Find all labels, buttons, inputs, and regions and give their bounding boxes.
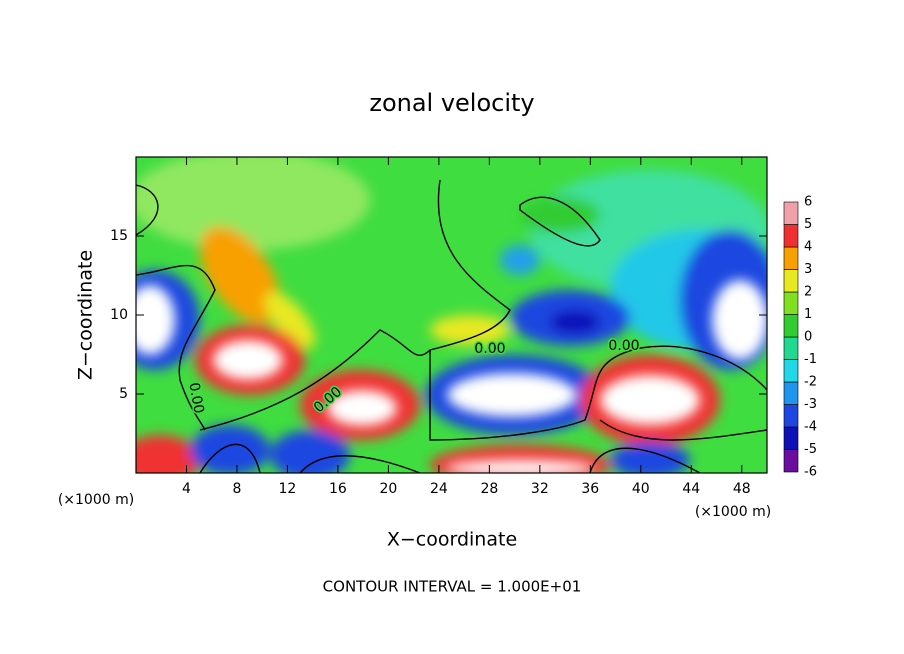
contour-label: 0.00	[608, 338, 639, 354]
colorbar-swatch	[783, 246, 799, 270]
colorbar-swatch	[783, 291, 799, 315]
x-unit-label: (×1000 m)	[58, 492, 134, 508]
x-tick-label: 4	[182, 481, 191, 497]
x-axis-label: X−coordinate	[387, 529, 517, 551]
x-tick-label: 32	[531, 481, 549, 497]
contour-label: 0.00	[474, 341, 505, 357]
colorbar-swatch	[783, 224, 799, 248]
footer-note: CONTOUR INTERVAL = 1.000E+01	[323, 578, 582, 596]
colorbar-label: -4	[804, 420, 817, 435]
contour-field	[136, 157, 767, 473]
colorbar-swatch	[783, 269, 799, 293]
colorbar-label: -6	[804, 465, 817, 480]
x-tick-label: 40	[632, 481, 650, 497]
colorbar-swatch	[783, 426, 799, 450]
colorbar-swatch	[783, 381, 799, 405]
colorbar-label: -2	[804, 375, 817, 390]
colorbar-label: -1	[804, 352, 817, 367]
colorbar-label: 5	[804, 217, 812, 232]
colorbar-label: -3	[804, 397, 817, 412]
x-tick-label: 12	[279, 481, 297, 497]
x-tick-label: 20	[379, 481, 397, 497]
x-tick-label: 16	[329, 481, 347, 497]
colorbar-label: 4	[804, 240, 812, 255]
colorbar-label: 0	[804, 330, 812, 345]
colorbar-label: 2	[804, 285, 812, 300]
chart-title: zonal velocity	[369, 89, 534, 117]
x-tick-label: 36	[581, 481, 599, 497]
colorbar-swatch	[783, 449, 799, 473]
colorbar-label: -5	[804, 442, 817, 457]
colorbar-swatch	[783, 314, 799, 338]
y-tick-label: 5	[119, 386, 128, 402]
colorbar-swatch	[783, 404, 799, 428]
x-tick-label: 48	[733, 481, 751, 497]
x-unit-label: (×1000 m)	[695, 504, 771, 520]
colorbar-swatch	[783, 359, 799, 383]
colorbar-label: 6	[804, 195, 812, 210]
colorbar-swatch	[783, 201, 799, 225]
x-tick-label: 28	[480, 481, 498, 497]
y-tick-label: 10	[110, 307, 128, 323]
colorbar-label: 1	[804, 307, 812, 322]
x-tick-label: 8	[232, 481, 241, 497]
colorbar-swatch	[783, 336, 799, 360]
x-tick-label: 24	[430, 481, 448, 497]
y-axis-label: Z−coordinate	[75, 250, 97, 380]
colorbar-label: 3	[804, 262, 812, 277]
y-tick-label: 15	[110, 228, 128, 244]
x-tick-label: 44	[682, 481, 700, 497]
